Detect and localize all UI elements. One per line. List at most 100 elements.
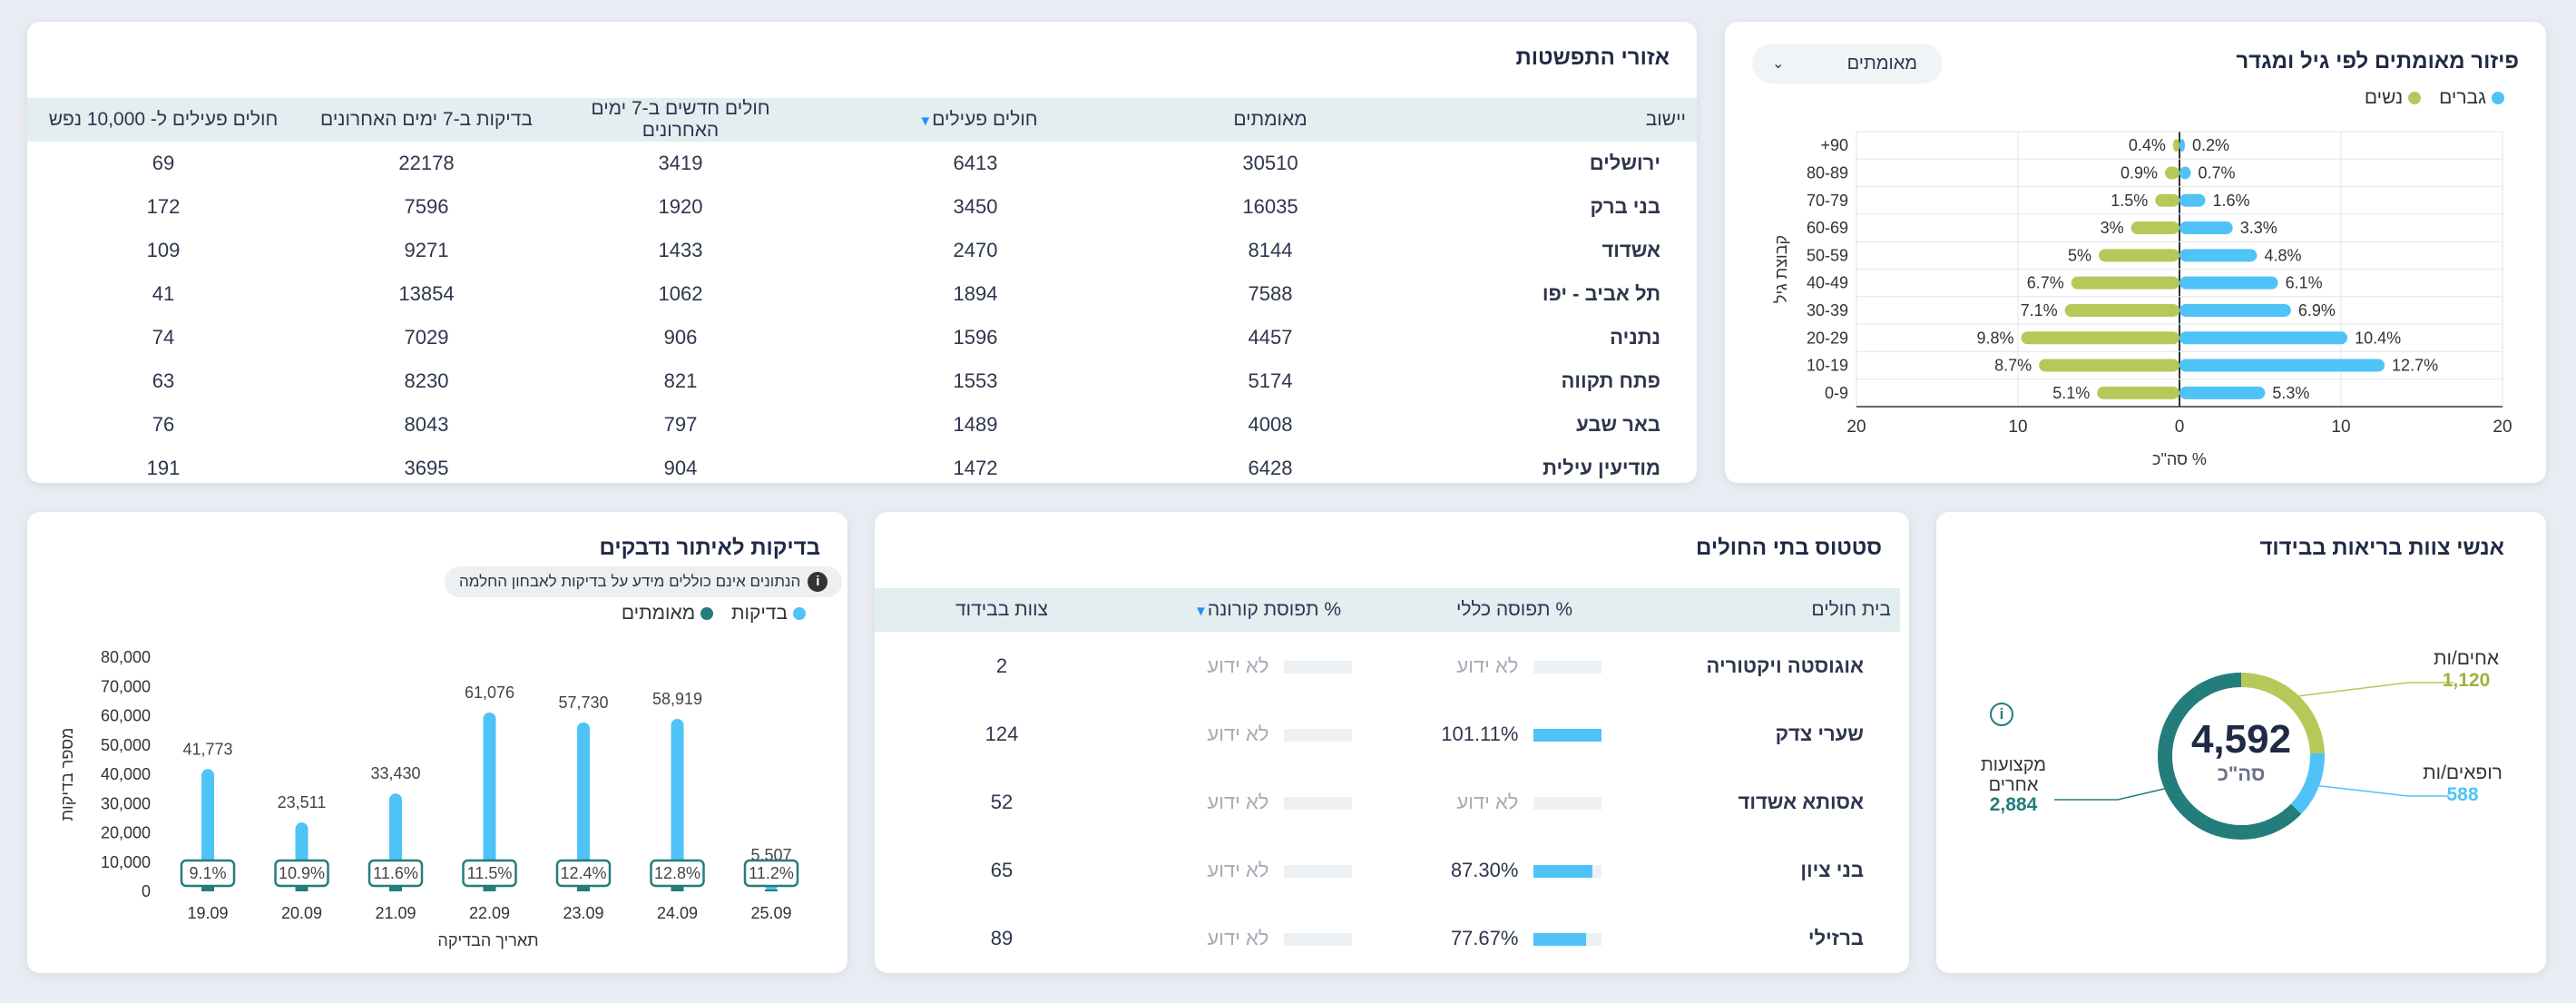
corona-occupancy-cell: לא ידוע [1129,632,1401,700]
table-row[interactable]: תל אביב - יפו 7588 1894 1062 13854 41 [27,272,1697,316]
male-bar[interactable] [2179,221,2233,235]
col-confirmed[interactable]: מאומתים [1143,98,1397,142]
table-row[interactable]: ירושלים 30510 6413 3419 22178 69 [27,142,1697,185]
table-row[interactable]: בני ברק 16035 3450 1920 7596 172 [27,185,1697,229]
table-row[interactable]: באר שבע 4008 1489 797 8043 76 [27,403,1697,447]
general-occupancy-value: לא ידוע [1456,654,1519,677]
female-bar[interactable] [2130,221,2179,235]
col-active-per-10k[interactable]: חולים פעילים ל- 10,000 נפש [27,98,299,142]
occupancy-bar [1283,796,1352,810]
female-bar[interactable] [2164,166,2179,180]
col-general-occupancy[interactable]: % תפוסה כללי [1401,588,1628,632]
col-city[interactable]: יישוב [1397,98,1697,142]
male-bar[interactable] [2179,166,2191,180]
col-active[interactable]: חולים פעילים▼ [808,98,1143,142]
value-cell: 191 [146,457,181,479]
confirmed-bar[interactable] [295,883,309,891]
value-cell: 7596 [404,195,449,218]
hospital-name-cell: אסותא אשדוד [1738,790,1864,813]
female-bar[interactable] [2172,139,2179,152]
col-tests-7days[interactable]: בדיקות ב-7 ימים האחרונים [299,98,553,142]
male-bar[interactable] [2179,249,2258,262]
male-bar[interactable] [2179,139,2185,152]
male-bar[interactable] [2179,359,2385,372]
percent-badge [367,859,424,888]
female-bar[interactable] [2039,359,2179,372]
occupancy-bar [1533,932,1601,946]
tests-bar[interactable] [577,722,590,891]
female-bar[interactable] [2155,193,2179,207]
male-bar[interactable] [2179,386,2266,399]
col-staff-isolated[interactable]: צוות בבידוד [875,588,1129,632]
female-bar[interactable] [2097,386,2179,399]
tests-note-text: הנתונים אינם כוללים מידע על בדיקות לאבחו… [459,573,801,590]
y-tick-label: 70-79 [1807,192,1848,210]
female-bar[interactable] [2071,276,2179,290]
donut-slice[interactable] [2158,673,2302,840]
occupancy-bar-fill [1533,728,1601,742]
x-axis-label: תאריך הבדיקה [437,931,538,949]
general-occupancy-value: לא ידוע [1456,790,1519,813]
tests-bar[interactable] [483,713,496,891]
y-tick-label: 30,000 [101,794,151,812]
table-row[interactable]: נתניה 4457 1596 906 7029 74 [27,316,1697,359]
info-icon[interactable]: i [1990,703,2013,726]
city-cell: באר שבע [1576,413,1660,436]
table-row[interactable]: אסותא אשדוד לא ידוע לא ידוע 52 [875,768,1900,836]
corona-occupancy-value: לא ידוע [1207,654,1269,677]
info-icon[interactable]: i [808,572,828,592]
male-bar[interactable] [2179,303,2291,317]
value-cell: 3695 [404,457,449,479]
male-data-label: 12.7% [2392,357,2438,375]
hospital-name-cell: אוגוסטה ויקטוריה [1706,654,1864,677]
female-data-label: 9.8% [1977,329,2014,347]
table-row[interactable]: שערי צדק 101.11% לא ידוע 124 [875,700,1900,768]
female-bar[interactable] [2099,249,2179,262]
hospital-status-title: סטטוס בתי החולים [1696,536,1882,560]
confirmed-bar[interactable] [765,890,778,891]
value-cell: 8043 [404,413,449,436]
table-row[interactable]: אוגוסטה ויקטוריה לא ידוע לא ידוע 2 [875,632,1900,700]
occupancy-bar [1533,660,1601,674]
spread-table-body: ירושלים 30510 6413 3419 22178 69 בני ברק 16035 3… [27,142,1697,483]
female-legend-dot [2408,92,2422,105]
occupancy-bar [1533,728,1601,742]
value-cell: 7588 [1248,282,1293,305]
callout-line [2298,682,2454,697]
donut-slice[interactable] [2290,752,2325,814]
y-axis-label: קבוצת גיל [1772,235,1790,303]
percent-label: 11.5% [467,864,513,882]
male-bar[interactable] [2179,276,2278,290]
y-tick-label: 40,000 [101,765,151,783]
y-tick-label: 10-19 [1807,357,1848,375]
male-bar[interactable] [2179,331,2348,345]
donut-slice[interactable] [2240,673,2325,754]
col-corona-occupancy[interactable]: % תפוסת קורונה▼ [1129,588,1401,632]
female-bar[interactable] [2064,303,2179,317]
city-cell: בני ברק [1590,195,1660,218]
female-bar[interactable] [2021,331,2179,345]
table-row[interactable]: ברזילי 77.67% לא ידוע 89 [875,904,1900,972]
value-cell: 3450 [953,195,998,218]
metric-dropdown[interactable]: מאומתים ⌄ [1752,44,1943,84]
y-tick-label: 10,000 [101,853,151,871]
male-legend-dot [2492,92,2504,105]
table-row[interactable]: אשדוד 8144 2470 1433 9271 109 [27,229,1697,272]
male-bar[interactable] [2179,193,2206,207]
city-cell: מודיעין עילית [1543,457,1660,479]
staff-isolated-cell: 52 [990,790,1014,813]
col-new-7days[interactable]: חולים חדשים ב-7 ימים האחרונים [553,98,808,142]
col-active-label: חולים פעילים [932,109,1038,130]
occupancy-bar-fill [1533,932,1586,946]
col-hospital[interactable]: בית חולים [1628,588,1900,632]
corona-occupancy-cell: לא ידוע [1129,768,1401,836]
male-data-label: 3.3% [2240,219,2277,237]
value-cell: 74 [152,326,175,349]
table-row[interactable]: פתח תקווה 5174 1553 821 8230 63 [27,359,1697,403]
table-row[interactable]: בני ציון 87.30% לא ידוע 65 [875,836,1900,904]
table-row[interactable]: מודיעין עילית 6428 1472 904 3695 191 [27,447,1697,483]
age-gender-title: פיזור מאומתים לפי גיל ומגדר [2236,49,2519,74]
female-data-label: 5% [2068,246,2091,264]
tests-bar[interactable] [671,718,684,891]
female-data-label: 5.1% [2052,384,2090,402]
